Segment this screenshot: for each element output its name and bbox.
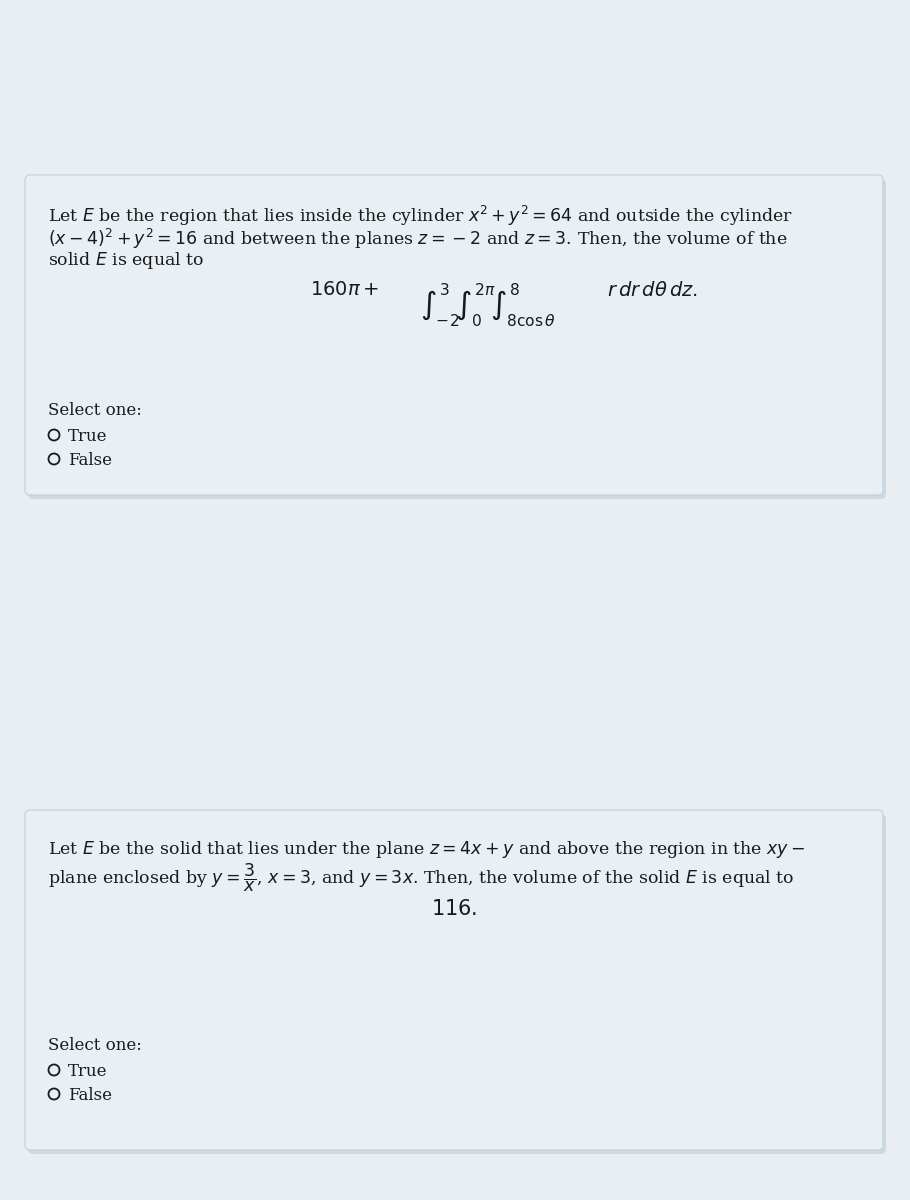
Text: $160\pi +$: $160\pi +$ bbox=[309, 281, 379, 299]
Text: plane enclosed by $y = \dfrac{3}{x}$, $x = 3$, and $y = 3x$. Then, the volume of: plane enclosed by $y = \dfrac{3}{x}$, $x… bbox=[48, 862, 794, 894]
Text: Select one:: Select one: bbox=[48, 1037, 142, 1054]
FancyBboxPatch shape bbox=[25, 175, 883, 494]
Text: Let $E$ be the solid that lies under the plane $z = 4x + y$ and above the region: Let $E$ be the solid that lies under the… bbox=[48, 839, 805, 860]
Text: Let $E$ be the region that lies inside the cylinder $x^2 + y^2 = 64$ and outside: Let $E$ be the region that lies inside t… bbox=[48, 204, 793, 228]
Text: solid $E$ is equal to: solid $E$ is equal to bbox=[48, 250, 204, 271]
Text: $116.$: $116.$ bbox=[431, 899, 477, 919]
FancyBboxPatch shape bbox=[28, 814, 886, 1154]
Text: $r\,dr\,d\theta\,dz.$: $r\,dr\,d\theta\,dz.$ bbox=[607, 281, 698, 300]
Text: $(x-4)^2 + y^2 = 16$ and between the planes $z = -2$ and $z = 3$. Then, the volu: $(x-4)^2 + y^2 = 16$ and between the pla… bbox=[48, 227, 787, 251]
Text: $\int_{-2}^{3}\!\int_{0}^{2\pi}\!\int_{8\cos\theta}^{8}$: $\int_{-2}^{3}\!\int_{0}^{2\pi}\!\int_{8… bbox=[420, 281, 556, 329]
Text: True: True bbox=[68, 428, 107, 445]
Text: True: True bbox=[68, 1063, 107, 1080]
Text: False: False bbox=[68, 1087, 112, 1104]
FancyBboxPatch shape bbox=[25, 810, 883, 1150]
FancyBboxPatch shape bbox=[28, 179, 886, 499]
Text: False: False bbox=[68, 452, 112, 469]
Text: Select one:: Select one: bbox=[48, 402, 142, 419]
